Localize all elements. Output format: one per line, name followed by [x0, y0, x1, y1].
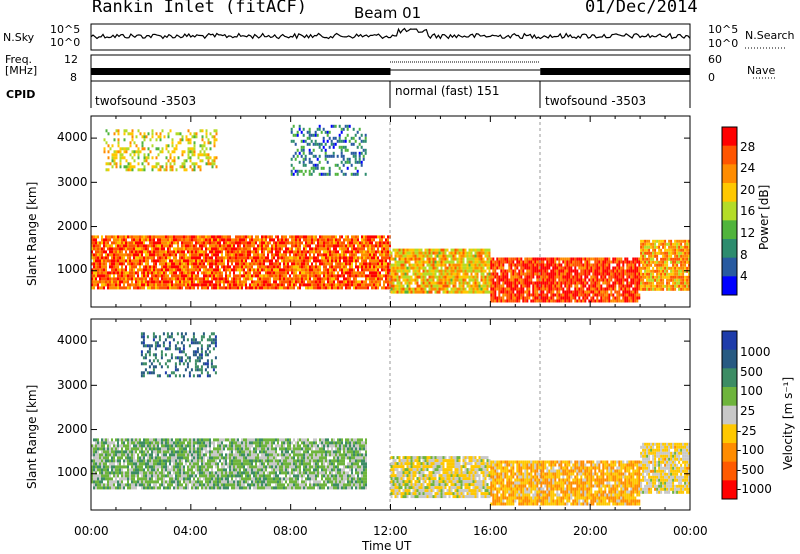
power-ytick-4000: 4000 [57, 130, 88, 144]
nsky-tick-bottom: 10^0 [50, 36, 81, 49]
power-cb-tick-16: 16 [740, 204, 756, 218]
velocity-cb-label: Velocity [m s⁻¹] [781, 376, 795, 470]
cpid-label: CPID [6, 88, 36, 101]
xlabel: Time UT [362, 539, 412, 553]
frequency-trace [91, 68, 690, 75]
power-ylabel: Slant Range [km] [25, 181, 39, 286]
nave-tick-bottom: 0 [708, 71, 715, 84]
nave-tick-top: 60 [708, 53, 722, 66]
cpid-segment-1: twofsound -3503 [95, 94, 197, 108]
velocity-cb-tick-n25: -25 [737, 424, 757, 438]
nsky-tick-top: 10^5 [50, 23, 81, 36]
cpid-segment-3: twofsound -3503 [545, 94, 647, 108]
power-cb-tick-20: 20 [740, 183, 756, 197]
velocity-colorbar [721, 330, 738, 500]
xtick-0000: 00:00 [74, 524, 109, 538]
freq-label-line2: [MHz] [5, 64, 38, 77]
power-cb-tick-8: 8 [740, 248, 748, 262]
velocity-ytick-2000: 2000 [57, 422, 88, 436]
nave-label: Nave [747, 64, 776, 77]
velocity-cb-tick-n1000: -1000 [737, 482, 772, 496]
nsky-strip-frame [90, 23, 691, 51]
beam-label: Beam 01 [354, 4, 422, 22]
nsky-trace [90, 27, 691, 40]
date-label: 01/Dec/2014 [585, 0, 698, 17]
xtick-0800: 08:00 [273, 524, 308, 538]
velocity-cb-tick-1000: 1000 [740, 345, 771, 359]
power-cb-tick-24: 24 [740, 161, 756, 175]
power-cb-tick-12: 12 [740, 226, 756, 240]
velocity-heatmap [91, 332, 690, 506]
velocity-ytick-1000: 1000 [57, 465, 88, 479]
freq-label-line1: Freq. [5, 53, 33, 66]
power-cb-tick-28: 28 [740, 140, 756, 154]
nsky-label: N.Sky [3, 31, 35, 44]
nsearch-tick-top: 10^5 [708, 23, 739, 36]
velocity-ytick-4000: 4000 [57, 333, 88, 347]
velocity-cb-tick-25: 25 [740, 404, 756, 418]
nsearch-tick-bottom: 10^0 [708, 37, 739, 50]
velocity-cb-tick-500: 500 [740, 365, 763, 379]
power-colorbar [721, 126, 738, 296]
cpid-segment-2: normal (fast) 151 [395, 84, 500, 98]
station-title: Rankin Inlet (fitACF) [92, 0, 307, 17]
velocity-cb-tick-n100: -100 [737, 443, 765, 457]
velocity-ytick-3000: 3000 [57, 378, 88, 392]
freq-tick-top: 12 [64, 53, 78, 66]
xtick-1200: 12:00 [373, 524, 408, 538]
freq-tick-bottom: 8 [70, 71, 77, 84]
power-ytick-3000: 3000 [57, 175, 88, 189]
power-heatmap [91, 124, 690, 303]
velocity-ylabel: Slant Range [km] [25, 384, 39, 489]
xtick-1600: 16:00 [473, 524, 508, 538]
power-ytick-2000: 2000 [57, 219, 88, 233]
power-ytick-1000: 1000 [57, 262, 88, 276]
velocity-cb-tick-n500: -500 [737, 463, 765, 477]
power-cb-label: Power [dB] [757, 184, 771, 250]
power-cb-tick-4: 4 [740, 269, 748, 283]
xtick-0400: 04:00 [173, 524, 208, 538]
velocity-cb-tick-100: 100 [740, 384, 763, 398]
xtick-2400: 00:00 [673, 524, 708, 538]
xtick-2000: 20:00 [573, 524, 608, 538]
nsearch-label: N.Search [745, 29, 795, 42]
